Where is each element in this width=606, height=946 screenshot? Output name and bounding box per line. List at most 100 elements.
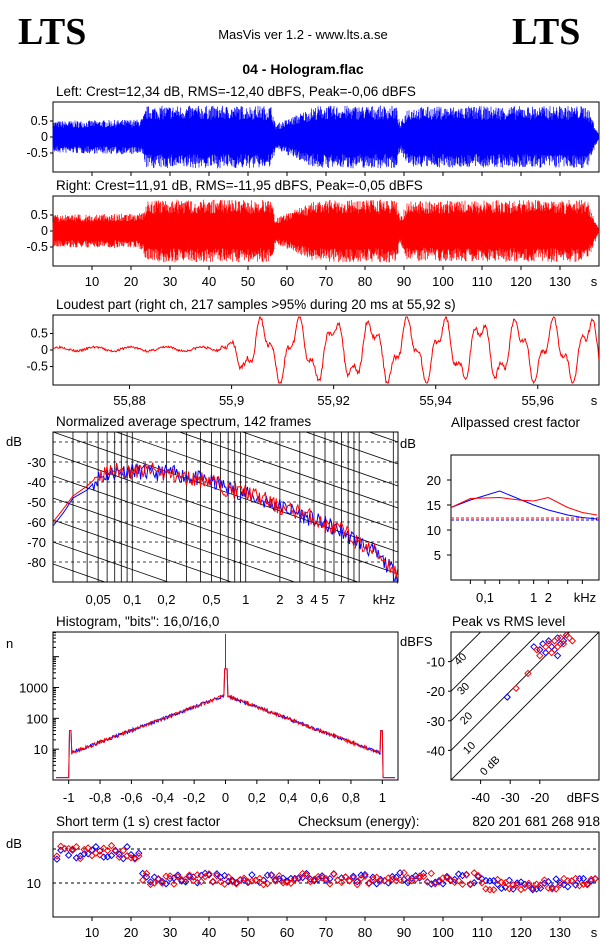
crest-point [532, 885, 541, 893]
crest-point [263, 879, 272, 888]
crest-point [419, 872, 428, 881]
crest-point [123, 852, 131, 860]
crest-point [310, 875, 319, 884]
spectrum-series [52, 462, 398, 578]
crest-point [349, 872, 358, 881]
y-tick-label: 5 [434, 548, 441, 563]
y-tick-label: -40 [27, 475, 46, 490]
crest-point [513, 879, 521, 887]
x-tick-label: 20 [124, 274, 138, 289]
crest-point [330, 870, 338, 878]
crest-point [540, 876, 549, 884]
x-tick-label: 0,2 [157, 592, 175, 607]
y-axis-label: n [6, 636, 13, 651]
scatter-point [533, 646, 541, 654]
x-tick-label: 0,4 [279, 790, 297, 805]
scatter-point [544, 640, 553, 648]
y-tick-label: -10 [426, 655, 445, 670]
crest-point [131, 855, 139, 863]
crest-point [193, 871, 202, 879]
scatter-point [553, 643, 562, 651]
crest-point [341, 873, 350, 881]
crest-point [146, 878, 155, 886]
crest-point [220, 871, 229, 880]
crest-point [142, 873, 151, 881]
y-axis-label: dB [6, 836, 22, 851]
panel-title: Allpassed crest factor [451, 415, 581, 430]
y-tick-label: -0.5 [26, 240, 48, 254]
crest-point [142, 869, 151, 878]
x-tick-label: 30 [163, 925, 177, 940]
x-tick-label: 1 [379, 790, 386, 805]
crest-point [80, 850, 88, 858]
x-tick-label: kHz [574, 590, 596, 605]
crest-point [154, 874, 163, 883]
crest-point [271, 877, 280, 885]
y-axis-label: dBFS [400, 634, 433, 649]
x-tick-label: 55,92 [317, 393, 350, 408]
crest-point [478, 879, 486, 887]
scatter-point [556, 634, 565, 642]
scatter-point [542, 643, 550, 651]
crest-point [353, 878, 361, 886]
x-tick-label: 0,5 [203, 592, 221, 607]
crest-point [166, 872, 174, 880]
crest-point [209, 877, 217, 886]
crest-point [119, 846, 127, 855]
crest-point [411, 875, 420, 884]
crest-point [96, 851, 104, 859]
x-tick-label: -0,8 [89, 790, 111, 805]
y-tick-label: 0.5 [31, 327, 48, 341]
panel-title: Histogram, "bits": 16,0/16,0 [56, 614, 219, 629]
crest-point [302, 869, 311, 878]
crest-point [396, 876, 404, 884]
x-tick-label: 110 [472, 925, 493, 940]
slope-line [304, 432, 398, 465]
crest-point [283, 878, 291, 887]
crest-point [521, 880, 529, 889]
x-tick-label: 40 [202, 274, 216, 289]
x-tick-label: 10 [85, 274, 99, 289]
panel-title: Normalized average spectrum, 142 frames [56, 414, 311, 429]
crest-point [333, 876, 342, 884]
scatter-point [544, 637, 553, 645]
scatter-point [512, 684, 520, 692]
diagonal-line [451, 632, 541, 722]
histogram-series [56, 668, 395, 779]
crest-point [560, 874, 568, 883]
crest-point [513, 881, 521, 889]
scatter-point [547, 643, 556, 651]
crest-point [224, 873, 233, 881]
crest-point [275, 875, 283, 883]
crest-point [174, 873, 182, 881]
crest-point [111, 847, 120, 855]
crest-point [443, 872, 451, 881]
crest-point [365, 879, 373, 888]
x-tick-label: 2 [276, 592, 283, 607]
x-tick-label: 55,9 [219, 393, 244, 408]
crest-point [423, 877, 432, 886]
crest-point [478, 875, 486, 883]
waveform-trace [52, 105, 599, 169]
y-tick-label: 0.5 [31, 208, 48, 222]
x-tick-label: 2 [545, 590, 552, 605]
y-tick-label: -80 [27, 555, 46, 570]
plot-frame [52, 831, 600, 918]
crest-point [57, 842, 65, 850]
crest-point [72, 843, 81, 851]
crest-point [103, 853, 112, 861]
slope-line [115, 432, 398, 531]
spectrum-series [52, 463, 398, 584]
x-tick-label: 130 [549, 274, 571, 289]
x-tick-label: 10 [85, 925, 99, 940]
x-tick-label: 40 [202, 925, 216, 940]
x-tick-label: -0,6 [120, 790, 142, 805]
x-tick-label: 100 [432, 274, 454, 289]
crest-point [575, 881, 584, 890]
crest-point [201, 872, 209, 881]
scatter-point [550, 637, 559, 645]
crest-point [314, 872, 322, 881]
crest-point [232, 879, 241, 887]
crest-point [322, 874, 330, 883]
crest-point [435, 878, 443, 886]
